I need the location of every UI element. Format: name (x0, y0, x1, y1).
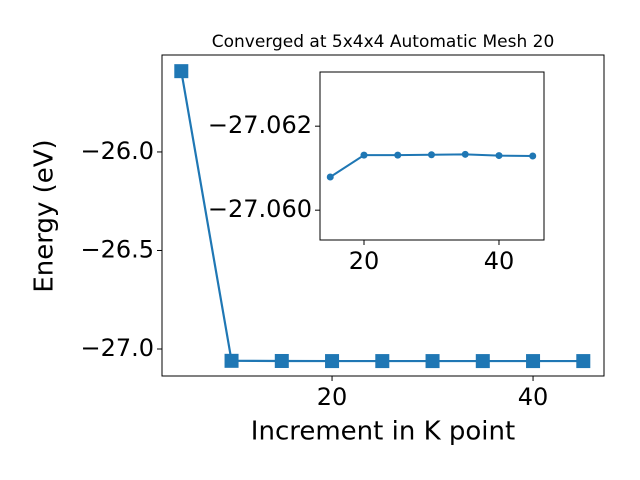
marker (360, 151, 368, 159)
x-tick-label: 40 (484, 247, 515, 275)
x-tick-label: 40 (518, 383, 549, 411)
y-tick-label: −27.0 (80, 334, 154, 362)
y-axis-label: Energy (eV) (30, 139, 60, 292)
chart-title: Converged at 5x4x4 Automatic Mesh 20 (212, 32, 555, 52)
y-tick-label: −27.060 (208, 195, 312, 223)
x-tick-label: 20 (349, 247, 380, 275)
x-tick-label: 20 (317, 383, 348, 411)
y-tick-label: −26.5 (80, 235, 154, 263)
marker (475, 354, 490, 369)
marker (425, 354, 440, 369)
marker (427, 151, 435, 159)
marker (461, 150, 469, 158)
marker (529, 152, 537, 160)
marker (394, 151, 402, 159)
marker (174, 64, 189, 79)
marker (326, 173, 334, 181)
marker (526, 354, 541, 369)
marker (576, 354, 591, 369)
marker (224, 353, 239, 368)
y-tick-label: −27.062 (208, 111, 312, 139)
marker (375, 354, 390, 369)
y-tick-label: −26.0 (80, 137, 154, 165)
x-axis-label: Increment in K point (251, 417, 515, 447)
marker (325, 354, 340, 369)
marker (495, 152, 503, 160)
marker (274, 353, 289, 368)
